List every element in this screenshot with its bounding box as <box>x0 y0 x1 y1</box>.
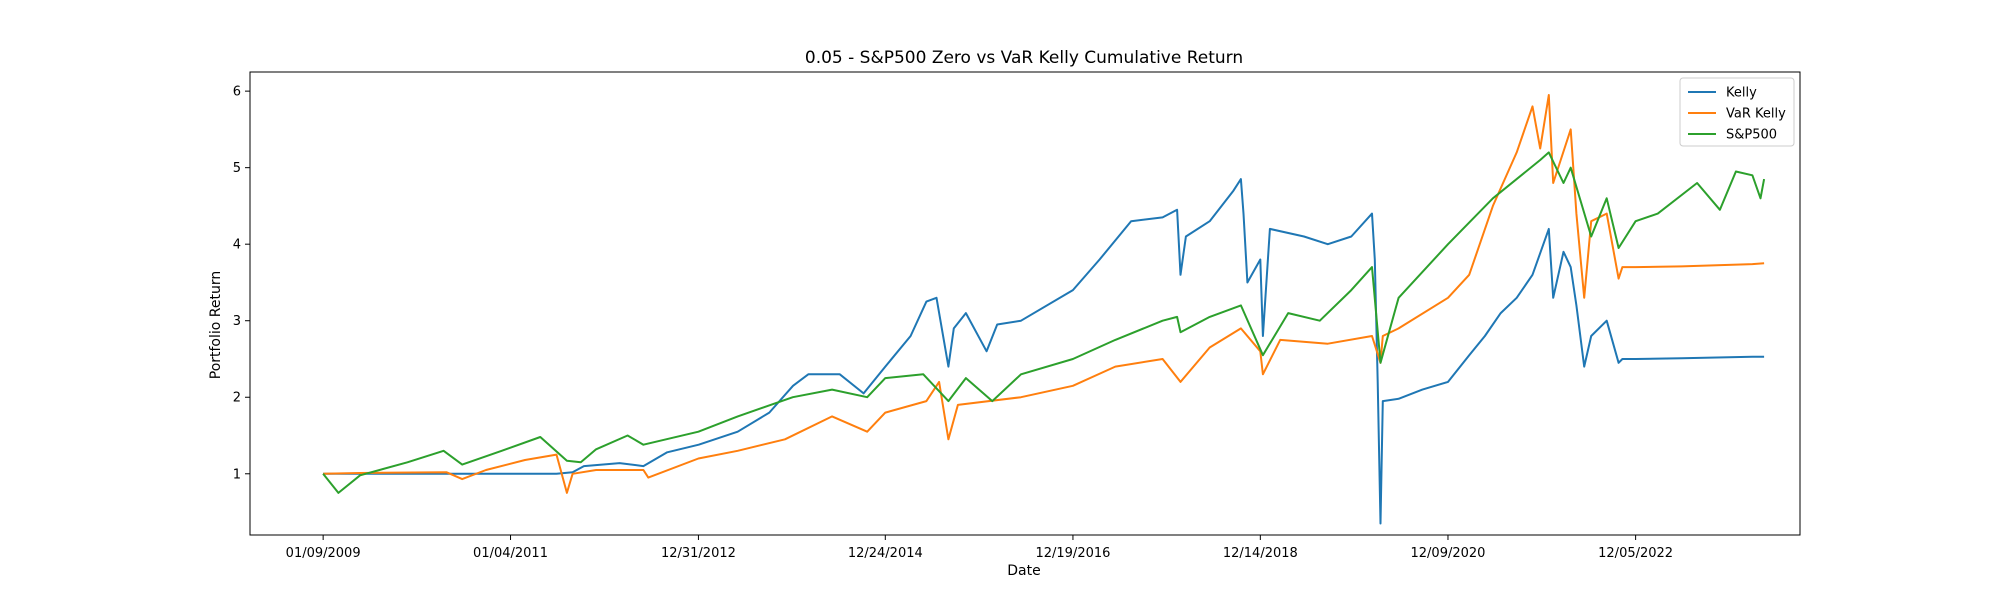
x-axis-ticks: 01/09/2009 01/04/2011 12/31/2012 12/24/2014… <box>286 535 1673 561</box>
plot-frame <box>249 71 1801 536</box>
y-tick-label: 5 <box>233 161 241 176</box>
y-axis-ticks: 1 2 3 4 5 6 <box>233 85 250 482</box>
y-tick-label: 3 <box>233 314 241 329</box>
x-tick-label: 12/05/2022 <box>1598 546 1673 561</box>
y-tick-label: 4 <box>233 238 241 253</box>
y-tick-label: 1 <box>233 467 241 482</box>
x-tick-label: 01/09/2009 <box>286 546 361 561</box>
y-tick-label: 2 <box>233 391 241 406</box>
legend-label-var-kelly: VaR Kelly <box>1726 107 1786 122</box>
series-line-s-p500 <box>322 151 1766 494</box>
y-tick-label: 6 <box>233 85 241 100</box>
x-tick-label: 12/14/2018 <box>1223 546 1298 561</box>
legend-box <box>1679 77 1795 147</box>
legend-label-kelly: Kelly <box>1726 86 1757 101</box>
legend: Kelly VaR Kelly S&P500 <box>1679 77 1795 147</box>
x-tick-label: 12/19/2016 <box>1035 546 1110 561</box>
y-axis-label: Portfolio Return <box>208 271 224 380</box>
legend-label-s-p500: S&P500 <box>1726 128 1777 143</box>
x-tick-label: 12/31/2012 <box>661 546 736 561</box>
series-lines <box>322 94 1766 525</box>
x-tick-label: 12/09/2020 <box>1411 546 1486 561</box>
x-tick-label: 01/04/2011 <box>473 546 548 561</box>
series-line-var-kelly <box>323 94 1765 494</box>
series-line-kelly <box>323 178 1765 525</box>
chart-title: 0.05 - S&P500 Zero vs VaR Kelly Cumulati… <box>805 48 1243 68</box>
x-axis-label: Date <box>1007 563 1040 579</box>
x-tick-label: 12/24/2014 <box>848 546 923 561</box>
